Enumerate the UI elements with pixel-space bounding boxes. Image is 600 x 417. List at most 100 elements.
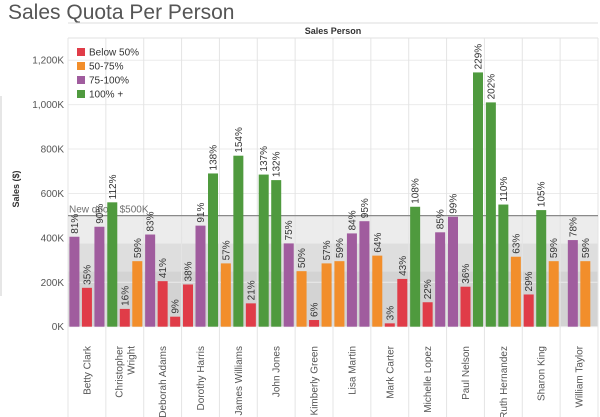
x-category-label: William Taylor: [575, 345, 586, 407]
y-tick-label: 400K: [41, 233, 65, 244]
data-label: 81%: [70, 214, 81, 234]
page-title: Sales Quota Per Person: [8, 1, 235, 24]
data-label: 43%: [398, 256, 409, 276]
legend-label: 75-100%: [89, 76, 129, 87]
x-category-label: Kimberly Green: [310, 346, 321, 415]
x-category-label: Paul Nelson: [461, 346, 472, 400]
bar-dorothy-harris-2: [195, 225, 206, 327]
data-label: 16%: [120, 286, 131, 306]
data-label: 3%: [385, 306, 396, 321]
data-label: 41%: [158, 258, 169, 278]
bar-deborah-adams-1: [145, 234, 156, 327]
data-label: 6%: [310, 302, 321, 317]
bar-christopher-wright-2: [119, 308, 130, 327]
bar-william-taylor-1: [567, 240, 578, 327]
x-category-label: John Jones: [272, 346, 283, 397]
x-category-label: Betty Clark: [82, 345, 93, 395]
data-label: 35%: [82, 265, 93, 285]
data-label: 154%: [234, 127, 245, 153]
bar-paul-nelson-1: [448, 216, 458, 327]
bar-william-taylor-2: [580, 261, 591, 327]
bar-michelle-lopez-2: [422, 302, 433, 327]
data-label: 110%: [499, 177, 510, 202]
data-label: 99%: [449, 194, 460, 214]
column-header: Sales Person: [305, 26, 362, 36]
data-label: 202%: [486, 74, 497, 100]
bar-mark-carter-1: [372, 255, 383, 327]
bar-betty-clark-1: [69, 236, 80, 327]
legend-label: Below 50%: [89, 48, 139, 59]
data-label: 50%: [297, 248, 308, 268]
y-axis-title: Sales ($): [11, 170, 21, 207]
data-label: 137%: [259, 146, 270, 172]
data-label: 85%: [436, 209, 447, 229]
y-tick-label: 200K: [41, 278, 65, 289]
x-category-label: Christopher: [114, 345, 125, 397]
x-category-label: Lisa Martin: [347, 346, 358, 395]
bar-dorothy-harris-3: [208, 173, 218, 327]
x-category-label: Michelle Lopez: [423, 346, 434, 413]
y-tick-label: 600K: [41, 189, 65, 200]
bar-paul-nelson-2: [460, 286, 471, 327]
bar-ruth-hernandez-2: [498, 204, 509, 327]
data-label: 57%: [322, 240, 333, 260]
bar-john-jones-3: [283, 243, 294, 327]
legend-swatch: [77, 62, 85, 70]
data-label: 138%: [209, 145, 220, 171]
bar-betty-clark-3: [94, 226, 105, 327]
data-label: 63%: [511, 234, 522, 254]
data-label: 59%: [549, 238, 560, 258]
bar-lisa-martin-3: [359, 221, 370, 327]
x-category-label: Mark Carter: [385, 345, 396, 398]
bar-james-williams-1: [220, 263, 231, 327]
legend-swatch: [77, 76, 85, 84]
x-category-label: Dorothy Harris: [196, 346, 207, 410]
data-label: 75%: [284, 220, 295, 240]
data-label: 57%: [221, 240, 232, 260]
bar-james-williams-3: [245, 303, 256, 327]
bar-john-jones-2: [271, 180, 282, 327]
data-label: 29%: [524, 271, 535, 291]
bar-deborah-adams-3: [170, 316, 181, 327]
bar-ruth-hernandez-1: [485, 102, 496, 327]
bar-christopher-wright-3: [132, 261, 143, 327]
bar-dorothy-harris-1: [183, 284, 193, 327]
bar-lisa-martin-1: [334, 261, 345, 327]
bar-ruth-hernandez-3: [510, 256, 521, 327]
data-label: 9%: [171, 299, 182, 314]
bar-lisa-martin-2: [346, 233, 357, 327]
data-label: 105%: [537, 181, 548, 207]
bar-james-williams-2: [233, 155, 244, 327]
data-label: 84%: [347, 210, 358, 230]
x-category-label: Sharon King: [537, 346, 548, 401]
bar-michelle-lopez-1: [410, 206, 421, 327]
data-label: 22%: [423, 279, 434, 299]
x-category-label: James Williams: [234, 346, 245, 415]
data-label: 21%: [246, 280, 257, 300]
data-label: 59%: [581, 238, 592, 258]
legend-label: 50-75%: [89, 62, 124, 73]
data-label: 59%: [335, 238, 346, 258]
bar-paul-nelson-3: [473, 72, 483, 327]
y-tick-label: 1,000K: [32, 100, 64, 111]
bar-mark-carter-2: [384, 323, 395, 327]
data-label: 64%: [373, 232, 384, 252]
data-label: 91%: [196, 203, 207, 223]
data-label: 229%: [474, 44, 485, 70]
data-label: 95%: [360, 198, 371, 218]
y-tick-label: 0K: [52, 322, 65, 333]
legend-label: 100% +: [89, 90, 123, 101]
x-category-label: Ruth Hernandez: [499, 346, 510, 417]
data-label: 112%: [108, 174, 119, 199]
bar-sharon-king-1: [523, 294, 534, 327]
bar-kimberly-green-1: [296, 271, 307, 327]
data-label: 132%: [272, 151, 283, 177]
data-label: 38%: [184, 261, 195, 281]
bar-michelle-lopez-3: [435, 232, 446, 327]
data-label: 78%: [568, 217, 579, 237]
bar-mark-carter-3: [397, 278, 408, 327]
data-label: 108%: [411, 178, 422, 204]
legend-swatch: [77, 90, 85, 98]
data-label: 83%: [146, 211, 157, 231]
